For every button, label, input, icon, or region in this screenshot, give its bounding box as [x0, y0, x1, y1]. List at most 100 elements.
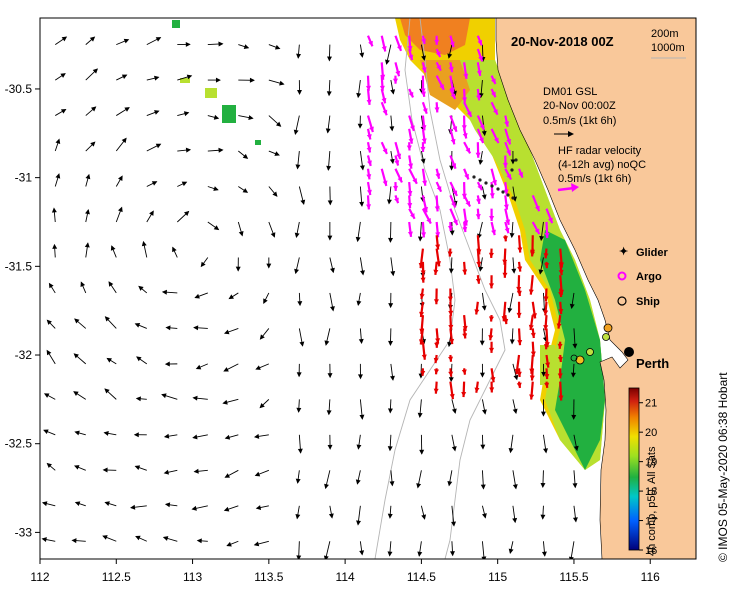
- velocity-arrowhead: [572, 343, 578, 349]
- velocity-arrowhead: [419, 293, 425, 300]
- velocity-arrowhead: [165, 325, 171, 331]
- velocity-arrowhead: [213, 186, 219, 191]
- velocity-arrowhead: [529, 394, 535, 400]
- velocity-arrowhead: [481, 194, 487, 200]
- velocity-arrowhead: [238, 231, 244, 237]
- velocity-arrowhead: [41, 501, 48, 507]
- velocity-arrowhead: [80, 281, 86, 287]
- velocity-arrowhead: [543, 310, 549, 316]
- velocity-arrowhead: [134, 465, 141, 471]
- velocity-arrowhead: [118, 175, 123, 181]
- velocity-arrowhead: [356, 520, 361, 526]
- velocity-arrowhead: [323, 555, 329, 559]
- velocity-arrowhead: [124, 107, 130, 112]
- velocity-arrowhead: [43, 393, 50, 398]
- velocity-arrowhead: [74, 465, 80, 470]
- velocity-arrowhead: [368, 40, 373, 47]
- velocity-arrowhead: [476, 70, 482, 76]
- velocity-arrowhead: [213, 225, 220, 231]
- velocity-arrowhead: [479, 124, 485, 130]
- lon-tick-label: 113.5: [254, 570, 283, 584]
- velocity-arrowhead: [449, 551, 455, 557]
- velocity-arrowhead: [118, 206, 123, 213]
- velocity-arrowhead: [184, 210, 190, 217]
- velocity-arrowhead: [136, 356, 142, 362]
- velocity-arrowhead: [223, 329, 230, 335]
- model-legend-name: DM01 GSL: [543, 86, 597, 98]
- velocity-arrowhead: [503, 318, 509, 325]
- colorbar-tick-label: 16: [645, 545, 657, 557]
- velocity-arrowhead: [185, 147, 192, 153]
- velocity-arrowhead: [255, 505, 262, 510]
- velocity-arrowhead: [407, 190, 413, 197]
- velocity-arrowhead: [541, 551, 547, 557]
- velocity-arrowhead: [420, 146, 426, 152]
- velocity-arrowhead: [293, 129, 299, 135]
- velocity-arrowhead: [489, 283, 495, 289]
- velocity-arrowhead: [488, 335, 494, 341]
- velocity-arrowhead: [295, 164, 301, 170]
- velocity-arrowhead: [516, 371, 522, 377]
- velocity-arrowhead: [450, 93, 456, 99]
- lon-tick-label: 112.5: [102, 570, 131, 584]
- velocity-arrowhead: [367, 160, 372, 166]
- velocity-arrowhead: [448, 66, 454, 73]
- velocity-arrowhead: [61, 36, 68, 42]
- velocity-arrowhead: [516, 312, 522, 318]
- velocity-arrowhead: [408, 138, 414, 144]
- velocity-arrowhead: [407, 231, 413, 237]
- velocity-arrowhead: [453, 219, 458, 226]
- velocity-arrowhead: [558, 269, 564, 276]
- velocity-arrowhead: [263, 298, 268, 304]
- velocity-arrowhead: [121, 74, 128, 80]
- contour-label-1000m: 1000m: [651, 42, 685, 54]
- velocity-arrowhead: [358, 338, 364, 345]
- velocity-arrowhead: [359, 414, 365, 420]
- velocity-arrowhead: [326, 165, 332, 171]
- velocity-arrowhead: [448, 371, 454, 377]
- velocity-arrowhead: [396, 45, 402, 51]
- velocity-arrowhead: [529, 375, 535, 381]
- velocity-arrowhead: [478, 55, 483, 62]
- velocity-arrowhead: [517, 266, 523, 272]
- radar-legend-scale: 0.5m/s (1kt 6h): [558, 173, 631, 185]
- velocity-arrowhead: [388, 303, 394, 309]
- velocity-arrowhead: [296, 53, 302, 59]
- velocity-arrowhead: [540, 514, 546, 520]
- velocity-arrowhead: [464, 173, 469, 180]
- velocity-arrowhead: [418, 339, 424, 345]
- velocity-arrowhead: [509, 339, 515, 345]
- velocity-arrowhead: [420, 158, 426, 164]
- velocity-arrowhead: [466, 111, 472, 117]
- velocity-arrowhead: [382, 148, 388, 154]
- velocity-arrowhead: [357, 123, 363, 129]
- velocity-arrowhead: [85, 173, 91, 180]
- velocity-arrowhead: [294, 268, 299, 275]
- velocity-arrowhead: [215, 77, 221, 83]
- velocity-arrowhead: [447, 341, 453, 348]
- velocity-arrowhead: [243, 44, 250, 49]
- velocity-arrowhead: [360, 270, 365, 276]
- velocity-arrowhead: [451, 163, 457, 169]
- velocity-arrowhead: [135, 535, 141, 541]
- velocity-arrowhead: [366, 134, 372, 140]
- velocity-arrowhead: [85, 208, 90, 215]
- velocity-arrowhead: [544, 232, 550, 238]
- velocity-arrowhead: [570, 372, 576, 378]
- velocity-arrowhead: [356, 444, 362, 450]
- velocity-arrowhead: [421, 138, 427, 144]
- velocity-arrowhead: [420, 370, 426, 376]
- velocity-arrowhead: [451, 521, 457, 527]
- velocity-arrowhead: [447, 296, 453, 302]
- velocity-arrowhead: [539, 235, 545, 242]
- velocity-arrowhead: [193, 325, 199, 331]
- velocity-arrowhead: [534, 205, 540, 212]
- velocity-arrowhead: [46, 319, 52, 325]
- velocity-arrowhead: [451, 446, 457, 452]
- map-title: 20-Nov-2018 00Z: [511, 34, 614, 49]
- velocity-arrowhead: [433, 269, 439, 275]
- velocity-arrowhead: [379, 85, 385, 91]
- velocity-arrowhead: [447, 53, 453, 59]
- velocity-arrowhead: [434, 206, 440, 212]
- land-mass: [495, 18, 696, 559]
